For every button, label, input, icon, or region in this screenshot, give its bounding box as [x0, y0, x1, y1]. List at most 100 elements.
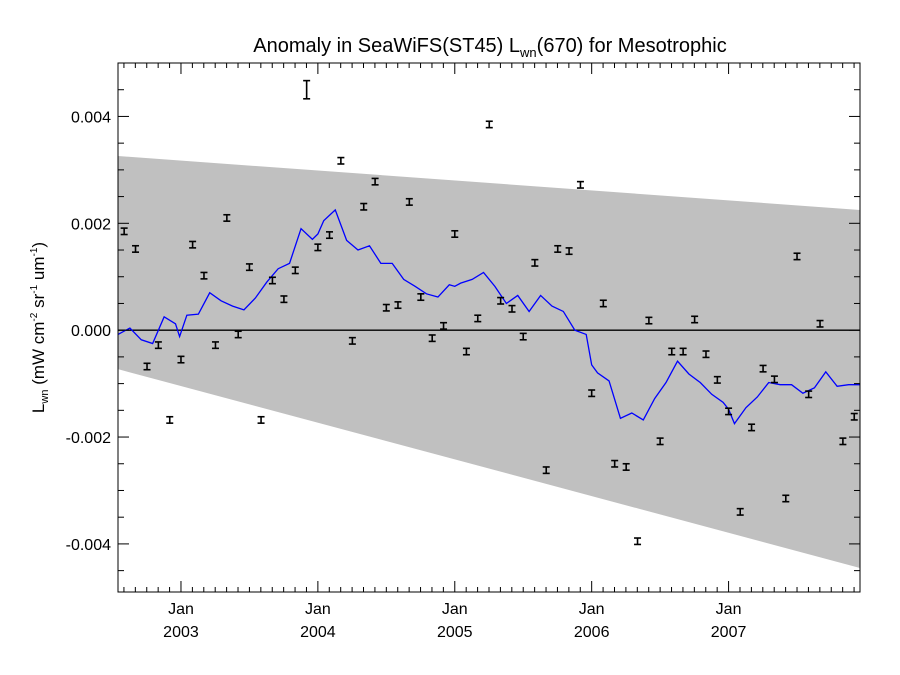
error-bar-point	[291, 266, 299, 275]
error-bar-point	[805, 390, 813, 399]
y-axis-label-unit-part: )	[29, 242, 48, 248]
error-bar-point	[462, 347, 470, 356]
error-bar-point	[177, 355, 185, 364]
error-bar-point	[839, 437, 847, 446]
x-tick-year-label: 2005	[437, 624, 473, 641]
error-bar-point	[245, 263, 253, 272]
chart-title-subscript: wn	[519, 45, 537, 60]
x-tick-year-label: 2006	[574, 624, 610, 641]
chart-title-prefix: Anomaly in SeaWiFS(ST45) L	[253, 35, 520, 57]
plot-area	[117, 79, 860, 568]
y-tick-label: -0.002	[66, 430, 111, 447]
error-bar-point	[394, 301, 402, 310]
y-tick-label: -0.004	[66, 537, 111, 554]
x-tick-month-label: Jan	[579, 601, 605, 618]
y-tick-label: 0.000	[71, 323, 111, 340]
error-bar-point	[405, 197, 413, 206]
y-tick-label: 0.004	[71, 109, 111, 126]
error-bar-point	[337, 156, 345, 165]
error-bar-point	[542, 466, 550, 475]
error-bar-point	[736, 507, 744, 516]
error-bar-point	[360, 202, 368, 211]
error-bar-point	[485, 120, 493, 129]
error-bar-point	[451, 229, 459, 238]
y-axis-label-unit-part: -1	[29, 247, 40, 256]
error-bar-point	[417, 293, 425, 302]
error-bar-point	[679, 347, 687, 356]
error-bar-point	[348, 336, 356, 345]
y-axis-label-units: (mW cm-2 sr-1 um-1)	[29, 242, 48, 390]
error-bar-point	[234, 330, 242, 339]
error-bar-point	[725, 407, 733, 416]
error-bar-point	[474, 314, 482, 323]
y-axis-label-unit-part: um	[29, 257, 48, 285]
error-bar-point	[691, 315, 699, 324]
error-bar-point	[645, 316, 653, 325]
x-tick-month-label: Jan	[305, 601, 331, 618]
x-tick-month-label: Jan	[716, 601, 742, 618]
error-bar-point	[120, 227, 128, 236]
error-bar-point	[531, 258, 539, 267]
error-bar-point	[257, 415, 265, 424]
error-bar-point	[314, 243, 322, 252]
x-tick-month-label: Jan	[168, 601, 194, 618]
chart-title: Anomaly in SeaWiFS(ST45) Lwn(670) for Me…	[253, 35, 726, 60]
chart-title-suffix: (670) for Mesotrophic	[537, 35, 727, 57]
anomaly-points	[120, 79, 858, 546]
error-bar-point	[634, 537, 642, 546]
error-bar-point	[280, 295, 288, 304]
error-bar-point	[371, 177, 379, 186]
y-axis-label: Lwn (mW cm-2 sr-1 um-1)	[29, 242, 51, 413]
y-axis-label-unit-part: -2	[29, 312, 40, 321]
error-bar-point	[166, 415, 174, 424]
error-bar-point	[599, 299, 607, 308]
error-bar-point	[143, 362, 151, 371]
error-bar-point	[713, 375, 721, 384]
error-bar-point	[428, 334, 436, 343]
error-bar-point	[748, 423, 756, 432]
error-bar-point	[850, 412, 858, 421]
y-axis-label-main: L	[29, 404, 48, 413]
error-bar-point	[565, 247, 573, 256]
error-bar-point	[497, 296, 505, 305]
error-bar-point	[622, 462, 630, 471]
error-bar-point	[189, 240, 197, 249]
error-bar-point	[656, 437, 664, 446]
error-bar-point	[770, 375, 778, 384]
y-tick-label: 0.002	[71, 216, 111, 233]
error-bar-point	[782, 494, 790, 503]
confidence-band	[118, 155, 860, 568]
y-axis-label-subscript: wn	[39, 390, 51, 405]
error-bar-point	[576, 180, 584, 189]
x-axis-ticks: Jan 2003 Jan 2004 Jan 2005 Jan 2006 Jan 2007	[123, 63, 855, 641]
error-bar-point	[268, 276, 276, 285]
error-bar-point	[793, 252, 801, 261]
y-axis-label-unit-part: (mW cm	[29, 322, 48, 390]
error-bar-point	[519, 332, 527, 341]
error-bar-point	[816, 319, 824, 328]
error-bar-point	[668, 347, 676, 356]
error-bar-point	[702, 350, 710, 359]
error-bar-point	[132, 244, 140, 253]
error-bar-point	[326, 231, 334, 240]
error-bar-point	[759, 364, 767, 373]
error-bar-point	[588, 389, 596, 398]
error-bar-point	[303, 79, 311, 100]
error-bar-point	[440, 321, 448, 330]
y-axis-label-unit-part: -1	[29, 284, 40, 293]
error-bar-point	[154, 341, 162, 350]
x-tick-year-label: 2004	[300, 624, 336, 641]
x-tick-month-label: Jan	[442, 601, 468, 618]
y-axis-label-unit-part: sr	[29, 293, 48, 312]
error-bar-point	[611, 459, 619, 468]
error-bar-point	[223, 213, 231, 222]
error-bar-point	[211, 341, 219, 350]
error-bar-point	[554, 244, 562, 253]
x-tick-year-label: 2003	[163, 624, 199, 641]
x-tick-year-label: 2007	[711, 624, 747, 641]
error-bar-point	[508, 304, 516, 313]
error-bar-point	[200, 271, 208, 280]
error-bar-point	[382, 303, 390, 312]
y-axis-ticks: -0.004 -0.002 0.000 0.002 0.004	[66, 62, 860, 572]
